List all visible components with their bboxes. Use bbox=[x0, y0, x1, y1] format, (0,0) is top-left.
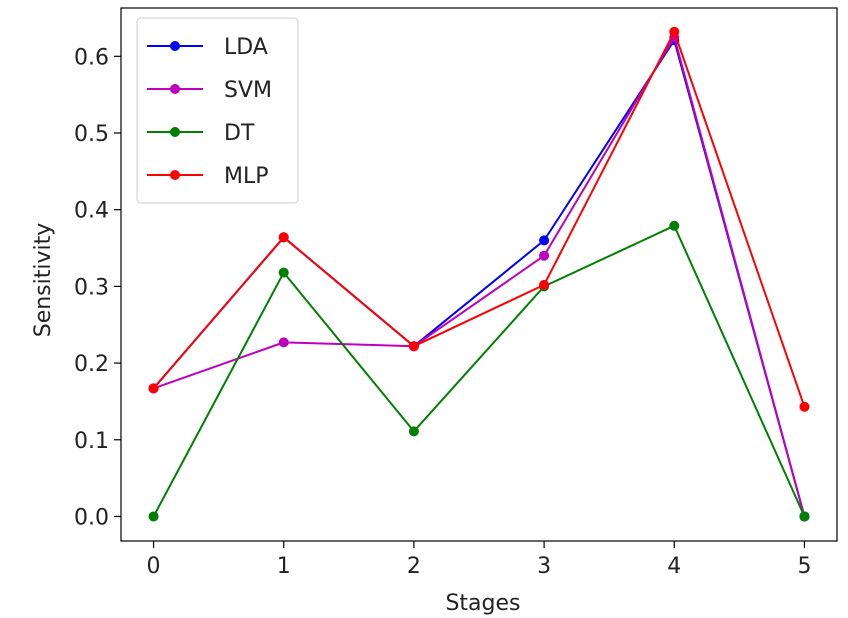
series-line-svm bbox=[153, 36, 806, 517]
x-axis-label: Stages bbox=[445, 591, 520, 616]
data-point-lda bbox=[539, 235, 550, 246]
data-point-dt bbox=[799, 511, 810, 522]
data-point-mlp bbox=[408, 341, 419, 352]
y-tick-label: 0.2 bbox=[74, 352, 109, 377]
x-tick-label: 0 bbox=[147, 554, 161, 579]
y-axis: 0.0 0.1 0.2 0.3 0.4 0.5 0.6 bbox=[74, 45, 121, 530]
data-point-dt bbox=[669, 220, 680, 231]
data-point-svm bbox=[278, 337, 289, 348]
data-point-mlp bbox=[669, 26, 680, 37]
data-point-mlp bbox=[278, 232, 289, 243]
x-tick-label: 1 bbox=[277, 554, 291, 579]
legend-label-lda: LDA bbox=[224, 35, 268, 60]
data-point-svm bbox=[539, 250, 550, 261]
legend: LDA SVM DT MLP bbox=[136, 17, 299, 204]
data-point-mlp bbox=[539, 279, 550, 290]
series-line-mlp bbox=[152, 30, 806, 408]
legend-box bbox=[136, 17, 299, 204]
x-tick-label: 5 bbox=[797, 554, 811, 579]
x-axis: 0 1 2 3 4 5 bbox=[147, 541, 811, 579]
data-point-mlp bbox=[148, 383, 159, 394]
legend-label-mlp: MLP bbox=[224, 164, 269, 189]
y-tick-label: 0.4 bbox=[74, 199, 109, 224]
legend-label-dt: DT bbox=[224, 121, 255, 146]
legend-marker-svm bbox=[170, 84, 180, 94]
series-layer bbox=[148, 26, 810, 522]
legend-label-svm: SVM bbox=[224, 78, 272, 103]
y-tick-label: 0.6 bbox=[74, 45, 109, 70]
x-tick-label: 4 bbox=[667, 554, 681, 579]
y-tick-label: 0.0 bbox=[74, 505, 109, 530]
legend-marker-mlp bbox=[170, 170, 180, 180]
x-tick-label: 2 bbox=[407, 554, 421, 579]
data-point-dt bbox=[148, 511, 159, 522]
data-point-mlp bbox=[799, 401, 810, 412]
y-tick-label: 0.5 bbox=[74, 122, 109, 147]
legend-marker-dt bbox=[170, 127, 180, 137]
y-tick-label: 0.1 bbox=[74, 429, 109, 454]
legend-marker-lda bbox=[170, 41, 180, 51]
data-point-dt bbox=[278, 267, 289, 278]
series-line-dt bbox=[152, 224, 806, 517]
data-point-dt bbox=[408, 426, 419, 437]
x-tick-label: 3 bbox=[537, 554, 551, 579]
y-tick-label: 0.3 bbox=[74, 275, 109, 300]
y-axis-label: Sensitivity bbox=[31, 223, 56, 338]
